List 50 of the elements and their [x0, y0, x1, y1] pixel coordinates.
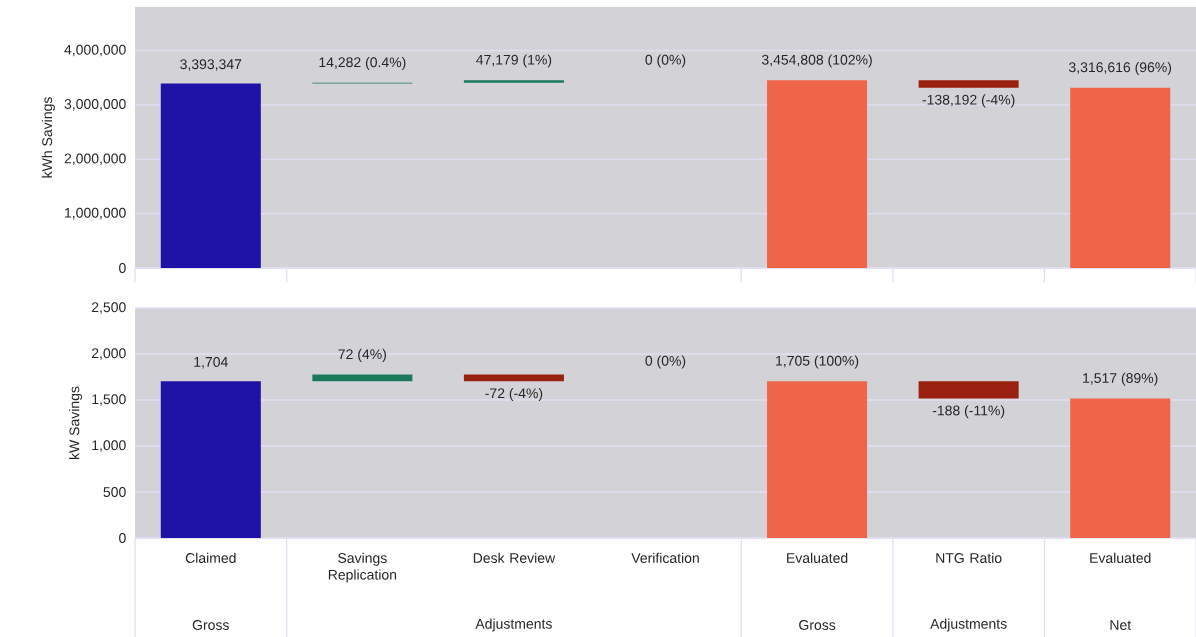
data-label: 3,316,616 (96%) — [1068, 61, 1172, 75]
y-tick-label: 500 — [103, 487, 126, 497]
y-axis-title: kW Savings — [69, 386, 83, 460]
data-label: 1,517 (89%) — [1083, 372, 1158, 386]
annotation: 0 (0%) — [645, 54, 686, 68]
x-tick-label: NTG Ratio — [936, 552, 1002, 563]
bar — [160, 83, 261, 268]
x-tick-label: Verification — [631, 552, 699, 563]
bar — [918, 80, 1019, 88]
y-axis-title: kWh Savings — [41, 97, 55, 178]
y-tick-label: 1,000,000 — [65, 207, 126, 220]
y-tick-label: 2,000,000 — [64, 153, 126, 166]
y-tick-label: 1,000 — [92, 440, 126, 452]
data-label: -72 (-4%) — [485, 387, 543, 401]
data-label: 3,393,347 — [180, 59, 242, 71]
bar — [160, 381, 261, 538]
text: Adjustments — [475, 618, 552, 632]
y-tick-label: 1,500 — [92, 394, 126, 406]
bar — [767, 381, 868, 538]
y-tick-label: 3,000,000 — [64, 99, 126, 111]
y-tick-label: 2,500 — [91, 302, 126, 314]
data-label: 1,704 — [194, 356, 228, 369]
bar — [1070, 398, 1171, 538]
annotation: 0 (0%) — [645, 355, 686, 369]
x-tick-label: Savings Replication — [328, 552, 397, 583]
text: Net — [1110, 620, 1132, 630]
data-label: -138,192 (-4%) — [922, 94, 1015, 108]
data-label: 72 (4%) — [338, 348, 386, 362]
y-tick-label: 0 — [119, 263, 126, 273]
text: Gross — [192, 620, 229, 630]
y-tick-label: 4,000,000 — [64, 44, 126, 57]
x-tick-label: Claimed — [185, 552, 236, 563]
x-tick-label: Evaluated — [1090, 552, 1151, 563]
data-label: 14,282 (0.4%) — [319, 56, 406, 71]
bar — [1070, 87, 1171, 268]
data-label: -188 (-11%) — [932, 405, 1005, 419]
data-label: 47,179 (1%) — [476, 54, 552, 68]
text: Adjustments — [930, 618, 1007, 632]
bar — [312, 374, 413, 382]
x-tick-label: Evaluated — [787, 552, 848, 563]
bar — [463, 374, 564, 382]
text: Gross — [799, 620, 836, 630]
bar — [918, 381, 1019, 399]
x-tick-label: Desk Review — [473, 552, 556, 563]
data-label: 3,454,808 (102%) — [761, 54, 872, 68]
bar — [767, 80, 868, 268]
y-tick-label: 0 — [119, 533, 126, 543]
data-label: 1,705 (100%) — [776, 355, 859, 369]
y-tick-label: 2,000 — [91, 348, 126, 360]
bar — [463, 80, 564, 83]
